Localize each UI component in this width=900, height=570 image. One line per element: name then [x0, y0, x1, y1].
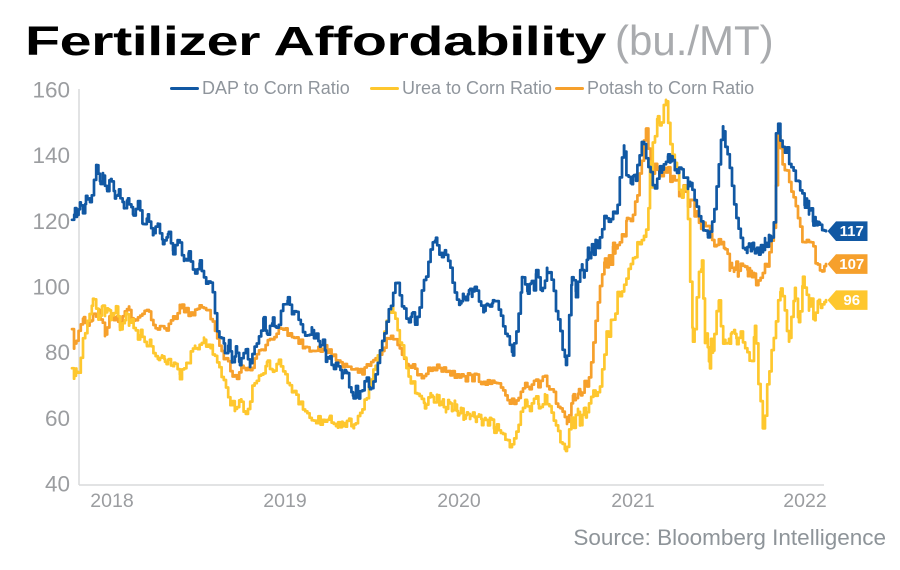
svg-text:2019: 2019 — [263, 490, 306, 512]
svg-text:80: 80 — [45, 340, 70, 365]
svg-text:2022: 2022 — [783, 490, 826, 512]
svg-text:120: 120 — [32, 209, 70, 234]
svg-text:2021: 2021 — [611, 490, 654, 512]
svg-text:140: 140 — [32, 143, 70, 168]
svg-text:2020: 2020 — [437, 490, 481, 512]
svg-text:117: 117 — [840, 223, 864, 240]
svg-text:107: 107 — [839, 256, 864, 273]
svg-text:160: 160 — [32, 78, 70, 103]
svg-text:2018: 2018 — [90, 490, 133, 512]
svg-text:100: 100 — [32, 275, 70, 300]
svg-text:96: 96 — [843, 292, 860, 309]
svg-text:40: 40 — [45, 472, 70, 497]
svg-text:60: 60 — [45, 406, 70, 431]
